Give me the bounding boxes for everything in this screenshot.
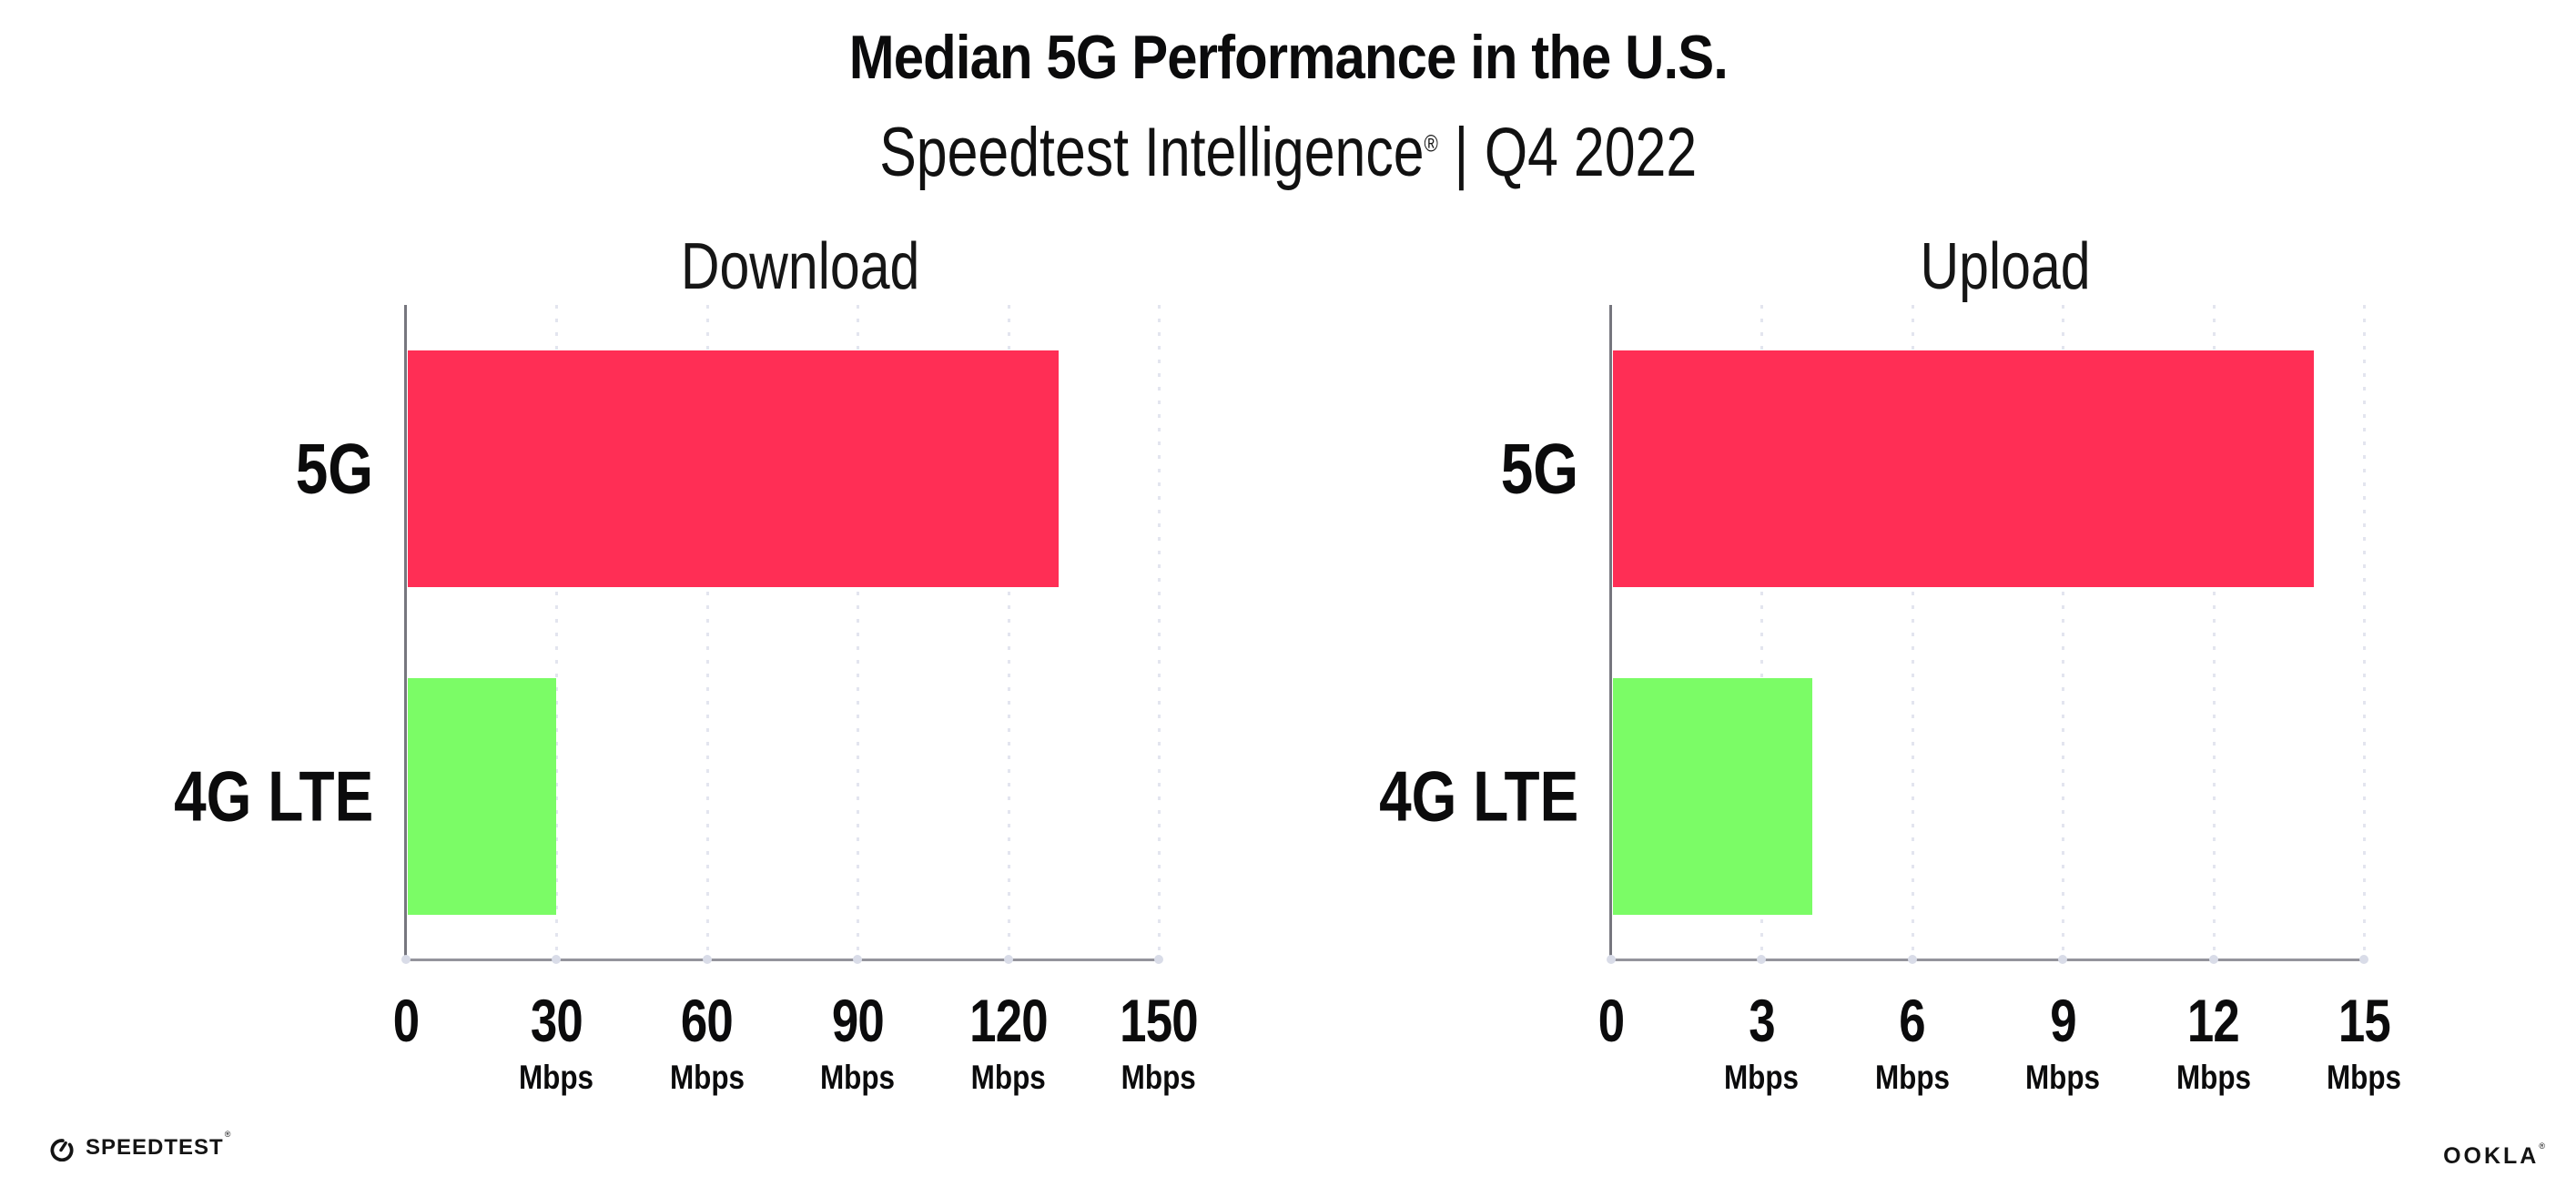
x-tick-label-150: 150 Mbps <box>1110 990 1207 1094</box>
x-tick-label-90: 90 Mbps <box>814 990 902 1094</box>
x-tick-label-3: 3 Mbps <box>1718 990 1806 1094</box>
tick-dot-60 <box>702 955 712 964</box>
speedtest-wordmark: SPEEDTEST® <box>86 1130 231 1160</box>
tick-unit-label: Mbps <box>2025 1059 2101 1096</box>
download-chart: Download 5G 4G LTE 0 30 Mbps 60 Mbps 90 Mbps 12… <box>174 218 1199 1129</box>
x-tick-label-60: 60 Mbps <box>663 990 751 1094</box>
tick-unit-label: Mbps <box>820 1059 896 1096</box>
tick-value: 30 <box>530 987 583 1054</box>
tick-value: 60 <box>681 987 734 1054</box>
tick-value: 9 <box>2049 987 2076 1054</box>
tick-unit-label: Mbps <box>669 1059 745 1096</box>
x-axis-line <box>1608 959 2368 961</box>
tick-unit-label: Mbps <box>970 1059 1046 1096</box>
subtitle-period: Q4 2022 <box>1484 114 1697 191</box>
registered-mark: ® <box>224 1130 231 1139</box>
ookla-wordmark: OOKLA <box>2443 1143 2540 1169</box>
upload-chart-title: Upload <box>1920 230 2092 303</box>
gridline-120 <box>1007 305 1010 959</box>
tick-value: 90 <box>831 987 885 1054</box>
x-tick-label-30: 30 Mbps <box>512 990 601 1094</box>
tick-dot-15 <box>2359 955 2368 964</box>
page-title: Median 5G Performance in the U.S. <box>0 22 2576 93</box>
tick-unit-label: Mbps <box>1121 1059 1197 1096</box>
tick-value: 3 <box>1749 987 1775 1054</box>
gridline-30 <box>555 305 559 959</box>
speedtest-gauge-icon <box>50 1139 74 1161</box>
speedtest-logo: SPEEDTEST® <box>47 1130 231 1161</box>
tick-value: 0 <box>392 987 420 1054</box>
x-tick-label-120: 120 Mbps <box>959 990 1057 1094</box>
registered-mark: ® <box>1424 129 1438 157</box>
x-tick-label-15: 15 Mbps <box>2320 990 2409 1094</box>
bar-5g <box>408 350 1059 587</box>
category-label-4g-lte: 4G LTE <box>1378 756 1578 837</box>
y-axis-line <box>1609 305 1612 962</box>
tick-dot-30 <box>552 955 562 964</box>
registered-mark: ® <box>2539 1141 2545 1151</box>
gridline-3 <box>1760 305 1764 959</box>
download-chart-title: Download <box>681 230 920 303</box>
y-axis-line <box>404 305 407 962</box>
tick-dot-0 <box>401 955 411 964</box>
bar-4g-lte <box>408 678 557 915</box>
tick-value: 150 <box>1120 987 1199 1054</box>
gridline-150 <box>1158 305 1161 959</box>
ookla-logo: OOKLA ® <box>2443 1141 2545 1170</box>
bar-5g <box>1613 350 2314 587</box>
gridline-60 <box>705 305 709 959</box>
tick-unit-label: Mbps <box>519 1059 594 1096</box>
tick-dot-12 <box>2208 955 2218 964</box>
tick-unit-label: Mbps <box>1874 1059 1950 1096</box>
upload-plot-area <box>1607 305 2368 964</box>
tick-value: 15 <box>2338 987 2390 1054</box>
upload-chart: Upload 5G 4G LTE 0 3 Mbps 6 Mbps 9 Mbps 12 Mbps 1… <box>1379 218 2401 1129</box>
category-label-4g-lte: 4G LTE <box>173 756 373 837</box>
tick-dot-120 <box>1003 955 1013 964</box>
x-tick-label-9: 9 Mbps <box>2019 990 2107 1094</box>
x-tick-label-6: 6 Mbps <box>1868 990 1956 1094</box>
category-label-5g: 5G <box>1500 428 1578 509</box>
tick-dot-3 <box>1757 955 1767 964</box>
tick-value: 0 <box>1597 987 1625 1054</box>
gridline-12 <box>2212 305 2216 959</box>
bar-4g-lte <box>1613 678 1812 915</box>
x-tick-label-0: 0 <box>390 990 422 1050</box>
download-plot-area <box>401 305 1163 964</box>
gridline-6 <box>1911 305 1914 959</box>
x-axis-line <box>403 959 1162 961</box>
page-subtitle: Speedtest Intelligence® | Q4 2022 <box>0 113 2576 192</box>
tick-dot-0 <box>1607 955 1616 964</box>
tick-dot-6 <box>1907 955 1917 964</box>
gridline-15 <box>2363 305 2366 959</box>
x-tick-label-12: 12 Mbps <box>2169 990 2257 1094</box>
category-label-5g: 5G <box>295 428 373 509</box>
tick-value: 120 <box>969 987 1049 1054</box>
x-tick-label-0: 0 <box>1595 990 1628 1050</box>
gridline-9 <box>2062 305 2065 959</box>
tick-value: 6 <box>1899 987 1926 1054</box>
tick-dot-9 <box>2058 955 2068 964</box>
subtitle-brand: Speedtest Intelligence <box>879 114 1425 191</box>
page-title-text: Median 5G Performance in the U.S. <box>848 23 1728 92</box>
gridline-90 <box>857 305 860 959</box>
tick-value: 12 <box>2187 987 2240 1054</box>
tick-dot-90 <box>853 955 863 964</box>
subtitle-separator: | <box>1454 114 1469 191</box>
tick-unit-label: Mbps <box>2175 1059 2251 1096</box>
tick-unit-label: Mbps <box>2326 1059 2402 1096</box>
tick-unit-label: Mbps <box>1724 1059 1800 1096</box>
tick-dot-150 <box>1154 955 1163 964</box>
